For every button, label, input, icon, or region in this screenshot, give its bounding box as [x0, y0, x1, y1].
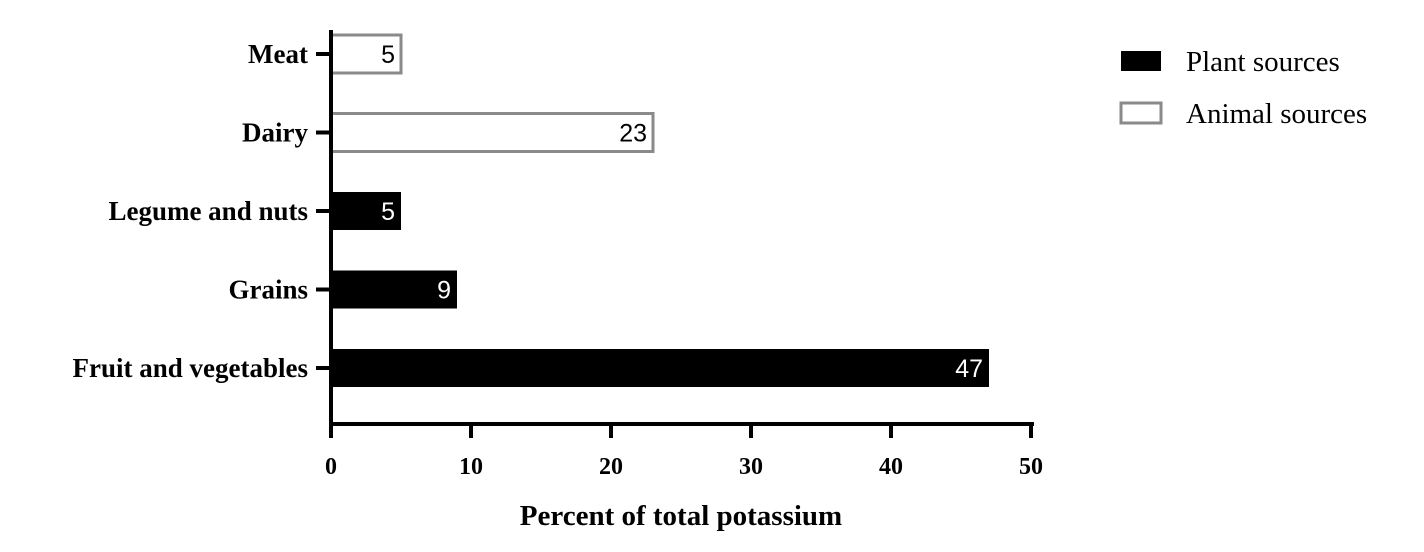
category-label: Grains — [228, 275, 308, 305]
bar-legume-and-nuts — [331, 192, 401, 230]
category-label: Legume and nuts — [108, 196, 308, 226]
data-label: 5 — [381, 41, 395, 69]
legend-label: Animal sources — [1186, 98, 1367, 130]
bar-grains — [331, 270, 457, 309]
legend-swatch — [1121, 51, 1161, 71]
category-label: Fruit and vegetables — [73, 353, 309, 383]
x-axis-title: Percent of total potassium — [520, 500, 842, 532]
category-label: Meat — [248, 39, 308, 69]
x-tick-label: 50 — [1019, 454, 1043, 480]
x-tick-label: 0 — [325, 454, 337, 480]
x-tick-label: 40 — [879, 454, 903, 480]
category-labels: Meat Dairy Legume and nuts Grains Fruit and … — [73, 39, 331, 383]
x-tick-label: 10 — [459, 454, 483, 480]
bar-dairy — [329, 112, 655, 153]
data-label: 9 — [437, 277, 451, 305]
legend-swatch — [1119, 101, 1163, 125]
data-label: 5 — [381, 198, 395, 226]
axes — [329, 30, 1034, 426]
x-tick-label: 30 — [739, 454, 763, 480]
legend: Plant sources Animal sources — [1119, 46, 1367, 130]
data-label: 23 — [619, 120, 647, 148]
bar-fruit-and-vegetables — [331, 349, 989, 387]
x-tick-label: 20 — [599, 454, 623, 480]
data-label: 47 — [955, 355, 983, 383]
legend-label: Plant sources — [1186, 46, 1340, 78]
category-label: Dairy — [242, 118, 308, 148]
x-ticks: 0 10 20 30 40 50 — [325, 424, 1043, 480]
bars: 5 23 5 9 47 — [329, 33, 989, 387]
